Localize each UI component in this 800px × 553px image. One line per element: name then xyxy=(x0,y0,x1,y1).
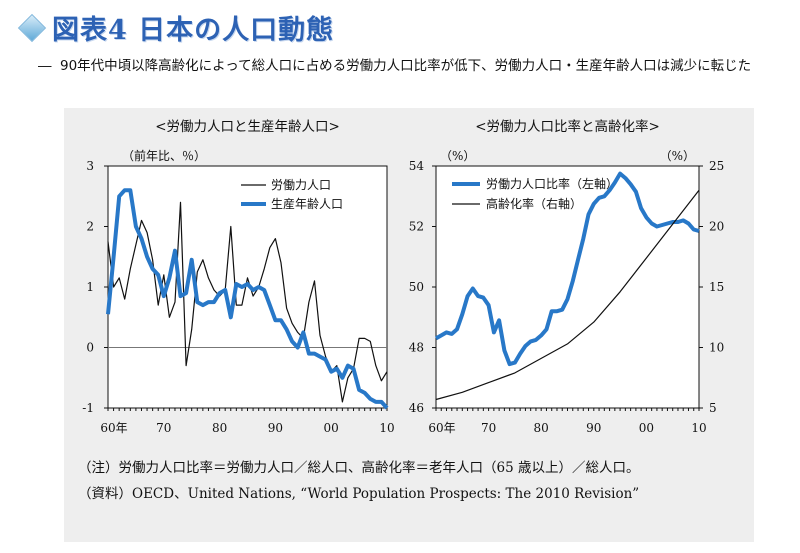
x-tick-label: 90 xyxy=(268,421,283,435)
x-tick-label: 70 xyxy=(481,421,496,435)
subtitle-text: 90年代中頃以降高齢化によって総人口に占める労働力人口比率が低下、労働力人口・生… xyxy=(60,58,752,74)
chart-title: <労働力人口と生産年齢人口> xyxy=(155,119,340,135)
series-line-0 xyxy=(107,201,388,403)
y-axis-label-right: （%） xyxy=(660,149,695,163)
y-tick-label: -1 xyxy=(82,401,94,415)
y-tick-label-left: 46 xyxy=(409,401,424,415)
legend-label-0: 労働力人口比率（左軸） xyxy=(486,176,618,191)
x-tick-label: 00 xyxy=(324,421,339,435)
subtitle-dash: ― xyxy=(38,58,52,74)
y-tick-label-right: 25 xyxy=(709,159,724,173)
y-tick-label: 0 xyxy=(86,341,94,355)
legend-label-1: 高齢化率（右軸） xyxy=(486,196,582,211)
x-tick-label: 80 xyxy=(534,421,549,435)
x-tick-label: 70 xyxy=(156,421,171,435)
y-tick-label-left: 52 xyxy=(409,220,424,234)
y-tick-label: 2 xyxy=(86,220,94,234)
notes-block: （注）労働力人口比率＝労働力人口／総人口、高齢化率＝老年人口（65 歳以上）／総… xyxy=(78,455,639,507)
y-tick-label-right: 15 xyxy=(709,280,724,294)
y-tick-label-right: 10 xyxy=(709,341,724,355)
source-text: （資料）OECD、United Nations, “World Populati… xyxy=(78,486,640,502)
x-tick-label: 60年 xyxy=(100,421,127,435)
chart-title: <労働力人口比率と高齢化率> xyxy=(475,118,660,135)
subtitle-block: ― 90年代中頃以降高齢化によって総人口に占める労働力人口比率が低下、労働力人口… xyxy=(38,58,760,74)
x-tick-label: 10 xyxy=(379,421,394,435)
page-title: 図表4 日本の人口動態 xyxy=(52,14,335,46)
y-tick-label: 1 xyxy=(86,280,94,294)
y-tick-label-left: 50 xyxy=(409,280,424,294)
y-axis-label-left: （%） xyxy=(440,149,475,163)
plot-area xyxy=(435,165,700,409)
legend-label-1: 生産年齢人口 xyxy=(271,196,343,211)
series-line-1 xyxy=(435,189,700,401)
chart-participation-aging: <労働力人口比率と高齢化率>（%） （%）46485052545101520256… xyxy=(409,118,725,435)
y-tick-label-right: 5 xyxy=(709,401,717,415)
y-tick-label-left: 54 xyxy=(409,159,425,173)
title-bar: 図表4 日本の人口動態 xyxy=(18,10,335,46)
x-tick-label: 60年 xyxy=(428,421,455,435)
y-tick-label: 3 xyxy=(86,159,94,173)
note-text: （注）労働力人口比率＝労働力人口／総人口、高齢化率＝老年人口（65 歳以上）／総… xyxy=(78,460,640,476)
legend-label-0: 労働力人口 xyxy=(271,178,331,192)
x-tick-label: 10 xyxy=(691,421,706,435)
x-tick-label: 00 xyxy=(639,421,654,435)
x-tick-label: 80 xyxy=(212,421,227,435)
y-tick-label-left: 48 xyxy=(409,341,424,355)
x-tick-label: 90 xyxy=(586,421,601,435)
series-line-0 xyxy=(435,171,700,367)
chart-labor-workingage: <労働力人口と生産年齢人口> （前年比、％） -1 0 1 2 3 60年 70 80 90 00 10… xyxy=(82,119,394,435)
series-line-1 xyxy=(106,188,389,410)
y-tick-label-right: 20 xyxy=(709,220,724,234)
y-axis-label: （前年比、％） xyxy=(122,148,206,163)
